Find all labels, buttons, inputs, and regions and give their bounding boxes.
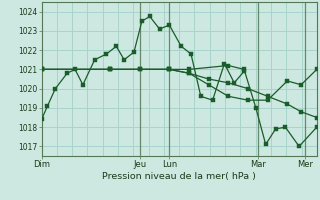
X-axis label: Pression niveau de la mer( hPa ): Pression niveau de la mer( hPa ) (102, 172, 256, 181)
